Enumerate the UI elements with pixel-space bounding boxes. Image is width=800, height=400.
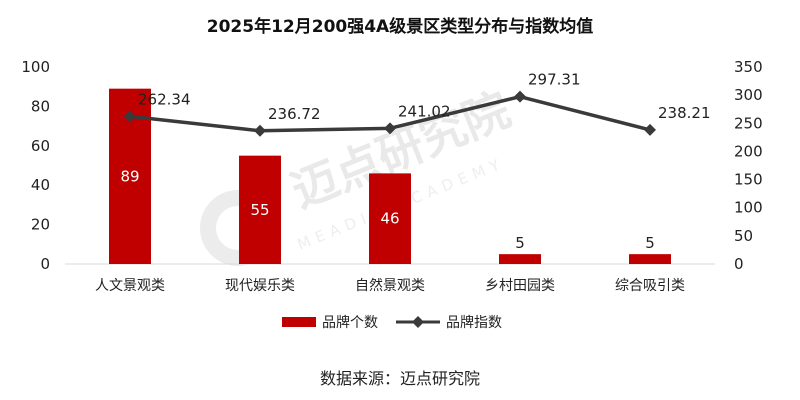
bar <box>369 173 411 264</box>
bar-value-label: 5 <box>645 234 655 252</box>
line-point <box>124 110 136 123</box>
category-label: 人文景观类 <box>95 278 165 294</box>
right-axis-tick-label: 100 <box>734 199 763 217</box>
left-axis-tick-label: 40 <box>31 176 50 194</box>
left-axis-tick-label: 0 <box>40 255 50 273</box>
line-series: 262.34 236.72 241.02 297.31 238.21 <box>124 71 711 137</box>
line-value-label: 262.34 <box>138 90 191 108</box>
line-point <box>254 124 266 137</box>
category-label: 现代娱乐类 <box>225 278 295 294</box>
right-axis-tick-label: 150 <box>734 171 763 189</box>
legend: 品牌个数 品牌指数 <box>282 314 502 331</box>
bar <box>629 254 671 264</box>
legend-line-marker <box>412 316 424 328</box>
left-axis-tick-label: 60 <box>31 137 50 155</box>
line-value-label: 236.72 <box>268 105 321 123</box>
left-axis-tick-label: 20 <box>31 216 50 234</box>
category-labels: 人文景观类 现代娱乐类 自然景观类 乡村田园类 综合吸引类 <box>95 277 685 294</box>
left-axis: 0 20 40 60 80 100 <box>21 58 50 273</box>
category-label: 乡村田园类 <box>485 278 555 294</box>
legend-bar-label: 品牌个数 <box>322 314 378 331</box>
right-axis-tick-label: 350 <box>734 58 763 76</box>
line-value-label: 241.02 <box>398 102 451 120</box>
right-axis-tick-label: 0 <box>734 255 744 273</box>
right-axis-tick-label: 200 <box>734 142 763 160</box>
right-axis-tick-label: 300 <box>734 86 763 104</box>
bar <box>499 254 541 264</box>
left-axis-tick-label: 100 <box>21 58 50 76</box>
bar-value-label: 55 <box>250 201 269 219</box>
legend-line-label: 品牌指数 <box>446 314 502 331</box>
category-label: 综合吸引类 <box>615 278 685 294</box>
right-axis: 0 50 100 150 200 250 300 350 <box>734 58 763 273</box>
legend-bar-swatch <box>282 317 316 327</box>
left-axis-tick-label: 80 <box>31 97 50 115</box>
bar <box>239 155 281 264</box>
category-label: 自然景观类 <box>355 277 425 294</box>
line-value-label: 297.31 <box>528 71 581 89</box>
bar-value-label: 46 <box>380 210 399 228</box>
chart-title: 2025年12月200强4A级景区类型分布与指数均值 <box>207 16 593 37</box>
right-axis-tick-label: 250 <box>734 114 763 132</box>
bar-value-label: 5 <box>515 234 525 252</box>
bar-value-label: 89 <box>120 167 139 185</box>
line-value-label: 238.21 <box>658 104 711 122</box>
right-axis-tick-label: 50 <box>734 227 753 245</box>
line-point <box>514 90 526 103</box>
source-note: 数据来源：迈点研究院 <box>320 369 480 388</box>
line-point <box>384 122 396 135</box>
line-point <box>644 123 656 136</box>
